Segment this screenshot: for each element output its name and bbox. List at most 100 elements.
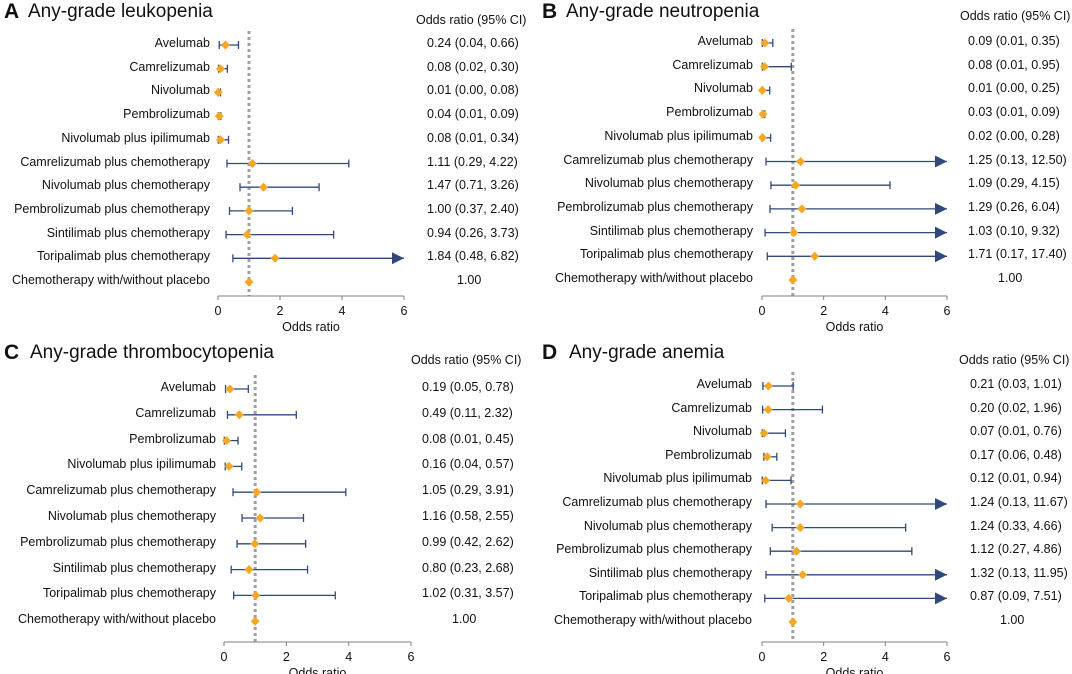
row-label: Nivolumab plus chemotherapy bbox=[583, 518, 752, 533]
row-odds-ratio: 0.87 (0.09, 7.51) bbox=[970, 589, 1062, 604]
point-estimate bbox=[215, 135, 225, 145]
x-tick-label: 2 bbox=[820, 650, 827, 664]
point-estimate bbox=[255, 513, 265, 523]
ci-arrow bbox=[935, 592, 947, 605]
row-label: Sintilimab plus chemotherapy bbox=[46, 225, 210, 240]
row-label: Nivolumab plus ipilimumab bbox=[603, 471, 752, 486]
row-odds-ratio: 1.09 (0.29, 4.15) bbox=[968, 176, 1060, 191]
point-estimate bbox=[763, 381, 773, 391]
row-label: Avelumab bbox=[160, 380, 216, 394]
row-label: Chemotherapy with/without placebo bbox=[17, 612, 216, 627]
panel-letter: A bbox=[4, 0, 20, 23]
row-odds-ratio: 0.07 (0.01, 0.76) bbox=[970, 424, 1062, 439]
row-odds-ratio: 0.17 (0.06, 0.48) bbox=[970, 447, 1062, 462]
point-estimate bbox=[213, 87, 223, 97]
row-odds-ratio: 1.11 (0.29, 4.22) bbox=[427, 154, 518, 169]
row-label: Toripalimab plus chemotherapy bbox=[42, 586, 216, 601]
row-odds-ratio: 1.00 bbox=[998, 271, 1023, 285]
row-odds-ratio: 0.49 (0.11, 2.32) bbox=[422, 405, 513, 420]
x-tick-label: 0 bbox=[221, 650, 228, 664]
row-label: Camrelizumab bbox=[671, 400, 752, 415]
x-tick-label: 6 bbox=[408, 650, 415, 664]
panel-c: C Any-grade thrombocytopenia Odds ratio … bbox=[0, 337, 536, 674]
row-odds-ratio: 0.01 (0.00, 0.08) bbox=[427, 83, 519, 98]
point-estimate bbox=[757, 85, 767, 95]
x-tick-label: 4 bbox=[882, 650, 889, 664]
row-odds-ratio: 0.03 (0.01, 0.09) bbox=[968, 105, 1060, 120]
row-label: Nivolumab plus chemotherapy bbox=[47, 509, 216, 523]
odds-ratio-column-header: Odds ratio (95% CI) bbox=[411, 353, 522, 367]
point-estimate bbox=[810, 251, 820, 261]
point-estimate bbox=[247, 159, 257, 168]
forest-plot-a: 0 2 4 6 Odds ratio bbox=[213, 31, 408, 334]
point-estimate bbox=[761, 475, 771, 485]
odds-ratio-column-header: Odds ratio (95% CI) bbox=[959, 353, 1070, 367]
panel-title: Any-grade anemia bbox=[569, 342, 725, 363]
row-odds-ratio: 0.21 (0.03, 1.01) bbox=[970, 377, 1062, 391]
x-tick-label: 0 bbox=[215, 304, 222, 318]
row-odds-ratio: 0.09 (0.01, 0.35) bbox=[968, 34, 1060, 48]
row-label: Pembrolizumab plus chemotherapy bbox=[14, 201, 210, 216]
row-odds-ratio: 0.94 (0.26, 3.73) bbox=[427, 225, 519, 240]
point-estimate bbox=[251, 590, 261, 600]
point-estimate bbox=[244, 206, 254, 216]
row-odds-ratio: 1.24 (0.33, 4.66) bbox=[970, 518, 1062, 533]
ci-arrow bbox=[935, 226, 947, 239]
row-odds-ratio: 0.19 (0.05, 0.78) bbox=[422, 380, 514, 394]
x-tick-label: 6 bbox=[401, 304, 408, 318]
panel-title: Any-grade thrombocytopenia bbox=[30, 342, 274, 363]
row-label: Toripalimab plus chemotherapy bbox=[579, 247, 753, 262]
panel-d: D Any-grade anemia Odds ratio (95% CI) A… bbox=[536, 337, 1072, 674]
panel-a: A Any-grade leukopenia Odds ratio (95% C… bbox=[0, 0, 536, 337]
forest-plot-c: 0 2 4 6 Odds ratio bbox=[221, 375, 415, 674]
row-odds-ratio: 0.08 (0.01, 0.45) bbox=[422, 431, 514, 446]
row-label: Camrelizumab bbox=[672, 57, 753, 72]
odds-ratio-column-header: Odds ratio (95% CI) bbox=[416, 13, 527, 27]
point-estimate bbox=[234, 410, 244, 420]
x-tick-label: 4 bbox=[882, 304, 889, 318]
row-label: Pembrolizumab plus chemotherapy bbox=[20, 534, 216, 549]
x-tick-label: 2 bbox=[277, 304, 284, 318]
point-estimate bbox=[758, 133, 768, 143]
row-label: Toripalimab plus chemotherapy bbox=[578, 589, 752, 604]
row-odds-ratio: 1.32 (0.13, 11.95) bbox=[970, 565, 1068, 580]
ci-arrow bbox=[935, 155, 947, 168]
x-tick-label: 0 bbox=[759, 650, 766, 664]
row-label: Nivolumab plus ipilimumab bbox=[61, 130, 210, 145]
x-axis-label: Odds ratio bbox=[289, 666, 347, 674]
row-label: Nivolumab bbox=[692, 424, 752, 439]
row-odds-ratio: 0.12 (0.01, 0.94) bbox=[970, 471, 1062, 486]
row-label: Camrelizumab plus chemotherapy bbox=[563, 152, 753, 167]
row-label: Avelumab bbox=[697, 34, 753, 48]
row-odds-ratio: 0.16 (0.04, 0.57) bbox=[422, 457, 514, 472]
row-label: Avelumab bbox=[696, 377, 752, 391]
point-estimate bbox=[221, 436, 231, 446]
forest-plot-b: 0 2 4 6 Odds ratio bbox=[757, 29, 951, 334]
ci-arrow bbox=[392, 252, 404, 265]
point-estimate bbox=[763, 405, 773, 415]
row-label: Camrelizumab bbox=[129, 59, 210, 74]
row-label: Camrelizumab bbox=[135, 405, 216, 420]
row-odds-ratio: 1.00 (0.37, 2.40) bbox=[427, 201, 519, 216]
row-odds-ratio: 1.05 (0.29, 3.91) bbox=[422, 483, 514, 498]
panel-title: Any-grade leukopenia bbox=[28, 1, 213, 22]
point-estimate bbox=[789, 228, 799, 238]
row-odds-ratio: 1.71 (0.17, 17.40) bbox=[968, 247, 1067, 262]
point-estimate bbox=[788, 617, 798, 627]
row-label: Nivolumab bbox=[693, 81, 753, 96]
row-label: Sintilimab plus chemotherapy bbox=[52, 560, 216, 575]
row-odds-ratio: 0.99 (0.42, 2.62) bbox=[422, 534, 514, 549]
row-odds-ratio: 0.08 (0.02, 0.30) bbox=[427, 59, 519, 74]
row-odds-ratio: 0.24 (0.04, 0.66) bbox=[427, 36, 519, 50]
row-odds-ratio: 0.80 (0.23, 2.68) bbox=[422, 560, 514, 575]
point-estimate bbox=[225, 384, 235, 394]
x-tick-label: 2 bbox=[820, 304, 827, 318]
point-estimate bbox=[788, 275, 798, 285]
x-tick-label: 4 bbox=[339, 304, 346, 318]
point-estimate bbox=[798, 570, 808, 580]
x-tick-label: 6 bbox=[944, 304, 951, 318]
row-label: Nivolumab plus ipilimumab bbox=[67, 457, 216, 472]
point-estimate bbox=[796, 157, 806, 166]
x-tick-label: 6 bbox=[944, 650, 951, 664]
point-estimate bbox=[250, 616, 260, 626]
